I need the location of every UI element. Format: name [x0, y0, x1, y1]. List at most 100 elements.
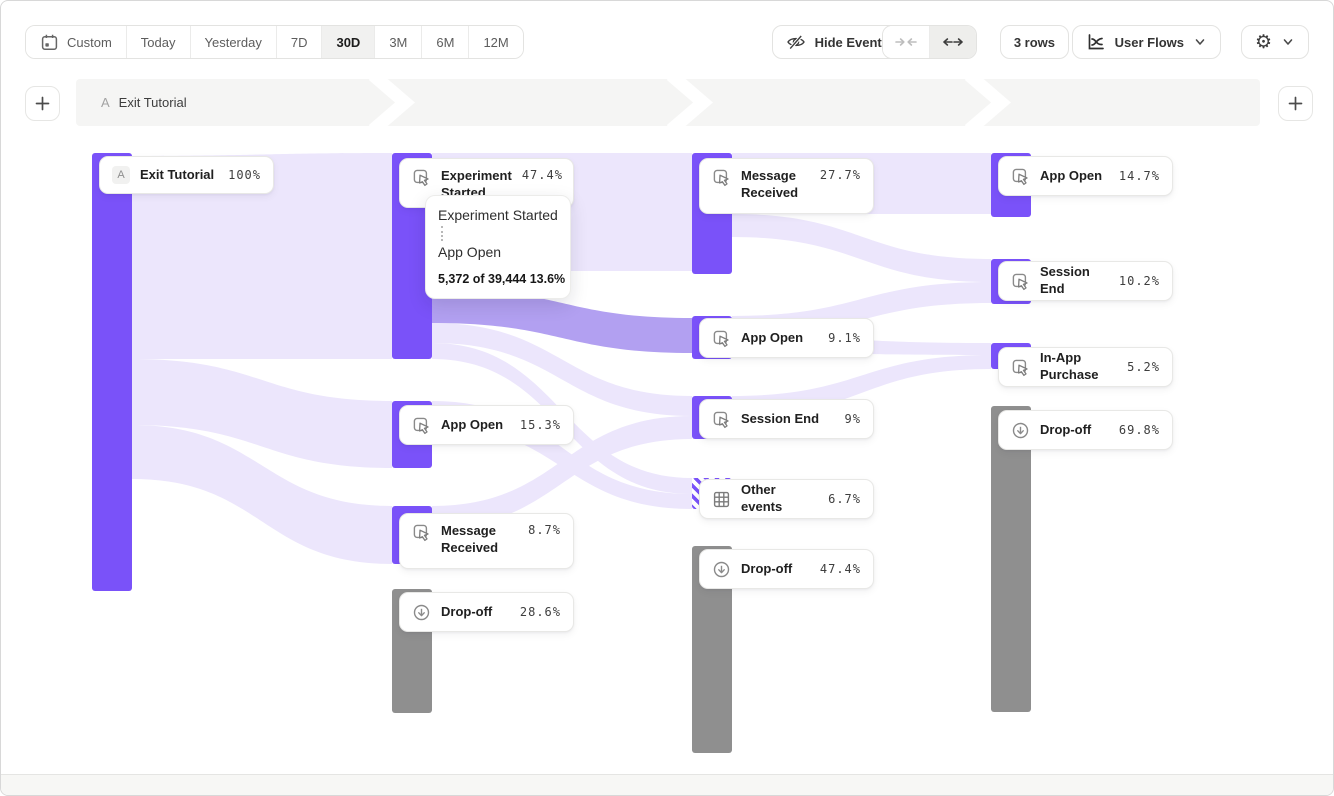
eye-off-icon — [786, 32, 806, 52]
calendar-icon — [41, 34, 58, 50]
node-bar-drop-off[interactable] — [991, 406, 1031, 712]
steps-header[interactable]: A Exit Tutorial — [76, 79, 1260, 126]
add-step-right-button[interactable] — [1278, 86, 1313, 121]
step-divider-chevron — [369, 79, 415, 126]
date-range-12m[interactable]: 12M — [469, 26, 523, 58]
drop-off-icon — [413, 604, 430, 620]
user-flows-chart-icon — [1086, 32, 1106, 52]
event-click-icon — [412, 168, 431, 187]
node-card-drop-off[interactable]: Drop-off 28.6% — [399, 592, 574, 632]
event-click-icon — [412, 523, 431, 542]
tooltip-from-event: Experiment Started — [438, 207, 558, 223]
event-click-icon — [1011, 167, 1030, 186]
node-percentage: 100% — [228, 168, 261, 182]
event-click-icon — [713, 169, 729, 187]
node-card-session-end[interactable]: Session End 9% — [699, 399, 874, 439]
hide-events-label: Hide Events — [814, 34, 889, 50]
drop-off-icon — [1011, 421, 1030, 440]
event-click-icon — [1012, 168, 1028, 185]
event-click-icon — [712, 329, 731, 348]
step-title: Exit Tutorial — [118, 95, 187, 110]
node-percentage: 27.7% — [819, 168, 861, 182]
step-divider-chevron — [667, 79, 713, 126]
flow-ribbon[interactable] — [132, 359, 392, 468]
node-label: Message Received — [441, 523, 499, 555]
node-bar-exit-tutorial[interactable] — [92, 153, 132, 591]
node-card-exit-tutorial[interactable]: A Exit Tutorial 100% — [99, 156, 274, 194]
node-label: Drop-off — [441, 603, 493, 619]
node-percentage: 10.2% — [1118, 274, 1160, 288]
rows-count-label: 3 rows — [1013, 34, 1055, 50]
view-type-dropdown[interactable]: User Flows — [1071, 25, 1221, 59]
node-label: Drop-off — [741, 560, 793, 576]
expand-columns-button[interactable] — [930, 26, 976, 58]
hide-events-button[interactable]: Hide Events — [771, 25, 903, 59]
node-percentage: 47.4% — [521, 168, 563, 182]
event-click-icon — [412, 416, 431, 435]
date-range-yesterday[interactable]: Yesterday — [190, 26, 277, 58]
node-percentage: 9% — [844, 412, 861, 426]
date-range-label: 7D — [290, 34, 308, 50]
node-label: In-App Purchase — [1040, 350, 1099, 382]
plus-icon — [1288, 96, 1303, 111]
chevron-down-icon — [1193, 35, 1207, 49]
event-click-icon — [1011, 272, 1030, 291]
date-range-today[interactable]: Today — [126, 26, 191, 58]
date-range-3m[interactable]: 3M — [375, 26, 423, 58]
drop-off-icon — [412, 603, 431, 622]
step-letter-badge: A — [112, 166, 130, 184]
settings-dropdown[interactable]: ⚙ — [1240, 25, 1309, 59]
step-divider-chevron — [965, 79, 1011, 126]
footer-strip — [1, 774, 1333, 795]
toolbar: Custom Today Yesterday 7D 30D 3M 6M 12M Hide Ev… — [1, 1, 1333, 67]
node-percentage: 9.1% — [828, 331, 861, 345]
event-click-icon — [1012, 359, 1028, 376]
add-step-left-button[interactable] — [25, 86, 60, 121]
node-card-app-open[interactable]: App Open 15.3% — [399, 405, 574, 445]
drop-off-icon — [713, 561, 730, 577]
flow-canvas: A Exit Tutorial 100% Experiment Started 47.4… — [1, 1, 1333, 777]
event-click-icon — [713, 330, 729, 347]
node-card-message-received[interactable]: Message Received 27.7% — [699, 158, 874, 214]
calendar-icon — [40, 33, 59, 52]
grid-events-icon — [712, 490, 731, 509]
flow-ribbon[interactable] — [132, 153, 392, 359]
spacing-toggle — [882, 25, 977, 59]
node-card-in-app-purchase[interactable]: In-App Purchase 5.2% — [998, 347, 1173, 387]
arrows-outward-icon — [940, 34, 966, 50]
node-label: Drop-off — [1040, 421, 1092, 437]
date-range-label: Yesterday — [204, 34, 262, 50]
rows-count-button[interactable]: 3 rows — [999, 25, 1069, 59]
flow-ribbon[interactable] — [432, 323, 692, 416]
flow-ribbon[interactable] — [732, 214, 991, 282]
date-range-selector: Custom Today Yesterday 7D 30D 3M 6M 12M — [25, 25, 524, 59]
date-range-label: Today — [140, 34, 176, 50]
flow-ribbon-highlighted[interactable] — [432, 288, 692, 353]
event-click-icon — [712, 410, 731, 429]
node-label: Exit Tutorial — [140, 166, 215, 182]
node-label: App Open — [441, 416, 504, 432]
step-a-label: A Exit Tutorial — [101, 79, 187, 126]
node-card-message-received[interactable]: Message Received 8.7% — [399, 513, 574, 569]
tooltip-to-event: App Open — [438, 244, 502, 260]
date-range-7d[interactable]: 7D — [276, 26, 323, 58]
node-card-app-open[interactable]: App Open 9.1% — [699, 318, 874, 358]
node-label: App Open — [741, 329, 804, 345]
view-type-label: User Flows — [1114, 34, 1184, 50]
node-card-other-events[interactable]: Other events 6.7% — [699, 479, 874, 519]
date-range-30d[interactable]: 30D — [322, 26, 376, 58]
node-percentage: 5.2% — [1127, 360, 1160, 374]
flow-ribbon[interactable] — [432, 416, 692, 528]
date-range-custom[interactable]: Custom — [26, 26, 127, 58]
node-card-drop-off[interactable]: Drop-off 47.4% — [699, 549, 874, 589]
node-percentage: 69.8% — [1118, 423, 1160, 437]
event-click-icon — [1011, 358, 1030, 377]
node-card-drop-off[interactable]: Drop-off 69.8% — [998, 410, 1173, 450]
node-label: App Open — [1040, 167, 1103, 183]
collapse-columns-button[interactable] — [883, 26, 930, 58]
date-range-6m[interactable]: 6M — [422, 26, 470, 58]
node-card-session-end[interactable]: Session End 10.2% — [998, 261, 1173, 301]
node-card-app-open[interactable]: App Open 14.7% — [998, 156, 1173, 196]
flow-ribbon[interactable] — [132, 425, 392, 564]
step-letter: A — [101, 95, 110, 110]
